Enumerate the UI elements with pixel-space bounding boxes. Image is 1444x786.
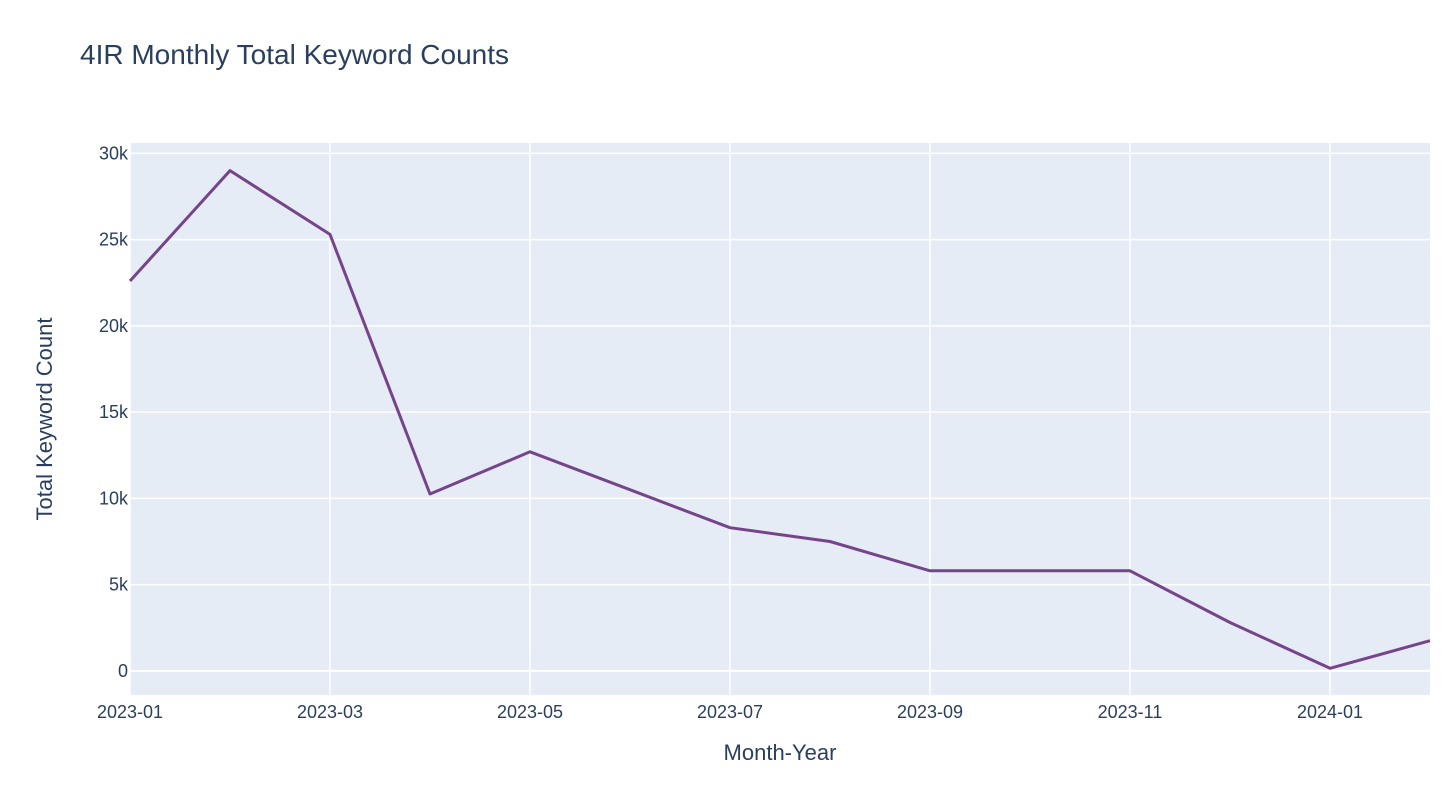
x-tick-label: 2023-07 bbox=[697, 702, 763, 722]
y-axis-ticks: 0 5k 10k 15k 20k 25k 30k bbox=[99, 143, 129, 681]
x-tick-label: 2023-03 bbox=[297, 702, 363, 722]
x-axis-title: Month-Year bbox=[724, 740, 837, 765]
series-line bbox=[128, 169, 1431, 670]
y-tick-label: 15k bbox=[99, 402, 129, 422]
y-tick-label: 20k bbox=[99, 316, 129, 336]
y-axis-title: Total Keyword Count bbox=[32, 318, 57, 521]
x-tick-label: 2023-05 bbox=[497, 702, 563, 722]
x-tick-label: 2024-01 bbox=[1297, 702, 1363, 722]
y-tick-label: 0 bbox=[118, 661, 128, 681]
plot-area bbox=[130, 143, 1430, 695]
x-tick-label: 2023-11 bbox=[1098, 702, 1163, 722]
x-axis-ticks: 2023-01 2023-03 2023-05 2023-07 2023-09 2023-… bbox=[97, 702, 1363, 722]
grid-lines bbox=[129, 143, 1430, 695]
x-tick-label: 2023-01 bbox=[97, 702, 163, 722]
chart-title: 4IR Monthly Total Keyword Counts bbox=[80, 39, 509, 70]
y-tick-label: 5k bbox=[109, 575, 129, 595]
series-layer bbox=[128, 169, 1431, 670]
y-tick-label: 30k bbox=[99, 143, 129, 163]
y-tick-label: 25k bbox=[99, 230, 129, 250]
x-tick-label: 2023-09 bbox=[897, 702, 963, 722]
y-tick-label: 10k bbox=[99, 488, 129, 508]
